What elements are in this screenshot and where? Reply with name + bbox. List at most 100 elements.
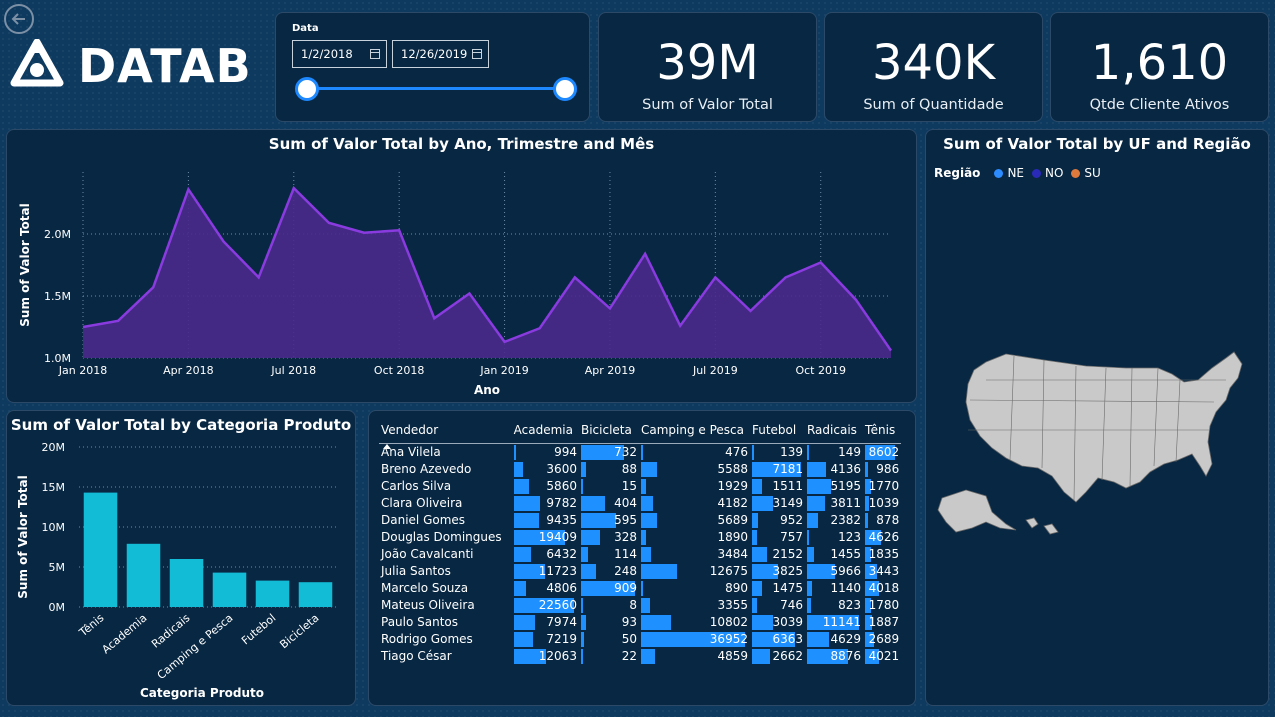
value-cell[interactable]: 952 [750, 512, 805, 529]
value-cell[interactable]: 139 [750, 444, 805, 461]
value-cell[interactable]: 22560 [512, 597, 579, 614]
value-cell[interactable]: 2152 [750, 546, 805, 563]
vendor-name-cell[interactable]: Marcelo Souza [381, 581, 469, 595]
value-cell[interactable]: 22 [579, 648, 639, 665]
value-cell[interactable]: 757 [750, 529, 805, 546]
date-range-start-handle[interactable] [295, 77, 319, 101]
bar[interactable] [255, 580, 290, 607]
data-point[interactable] [186, 187, 190, 191]
value-cell[interactable]: 1475 [750, 580, 805, 597]
value-cell[interactable]: 3825 [750, 563, 805, 580]
value-cell[interactable]: 93 [579, 614, 639, 631]
column-header[interactable]: Tênis [862, 419, 902, 444]
value-cell[interactable]: 1780 [863, 597, 901, 614]
value-cell[interactable]: 1455 [805, 546, 863, 563]
matrix-panel[interactable]: Vendedor Academia Bicicleta Camping e Pesca… [368, 410, 916, 706]
value-cell[interactable]: 909 [579, 580, 639, 597]
table-row[interactable]: Rodrigo Gomes 7219 50 36952 6363 4629 2689 [379, 631, 901, 648]
data-point[interactable] [608, 306, 612, 310]
value-cell[interactable]: 1887 [863, 614, 901, 631]
value-cell[interactable]: 5860 [512, 478, 579, 495]
table-row[interactable]: Julia Santos 11723 248 12675 3825 5966 3443 [379, 563, 901, 580]
series-line[interactable] [82, 185, 893, 352]
table-row[interactable]: Clara Oliveira 9782 404 4182 3149 3811 1039 [379, 495, 901, 512]
legend-item-su[interactable]: SU [1084, 166, 1101, 180]
value-cell[interactable]: 4021 [863, 648, 901, 665]
value-cell[interactable]: 3149 [750, 495, 805, 512]
value-cell[interactable]: 823 [805, 597, 863, 614]
value-cell[interactable]: 7181 [750, 461, 805, 478]
vendor-matrix[interactable]: Vendedor Academia Bicicleta Camping e Pesca… [379, 419, 902, 665]
bar[interactable] [126, 543, 161, 607]
bar[interactable] [298, 582, 333, 607]
data-point[interactable] [222, 239, 226, 243]
value-cell[interactable]: 4629 [805, 631, 863, 648]
back-button[interactable] [4, 4, 34, 34]
value-cell[interactable]: 50 [579, 631, 639, 648]
table-row[interactable]: Mateus Oliveira 22560 8 3355 746 823 1780 [379, 597, 901, 614]
value-cell[interactable]: 4859 [639, 648, 750, 665]
value-cell[interactable]: 3355 [639, 597, 750, 614]
data-point[interactable] [784, 275, 788, 279]
value-cell[interactable]: 878 [863, 512, 901, 529]
value-cell[interactable]: 404 [579, 495, 639, 512]
value-cell[interactable]: 2382 [805, 512, 863, 529]
vendor-name-cell[interactable]: Breno Azevedo [381, 462, 472, 476]
data-point[interactable] [151, 285, 155, 289]
data-point[interactable] [327, 221, 331, 225]
value-cell[interactable]: 4626 [863, 529, 901, 546]
value-cell[interactable]: 3443 [863, 563, 901, 580]
value-cell[interactable]: 123 [805, 529, 863, 546]
legend-item-ne[interactable]: NE [1007, 166, 1024, 180]
value-cell[interactable]: 248 [579, 563, 639, 580]
value-cell[interactable]: 88 [579, 461, 639, 478]
line-chart-panel[interactable]: Sum of Valor Total by Ano, Trimestre and… [6, 129, 917, 403]
value-cell[interactable]: 3039 [750, 614, 805, 631]
value-cell[interactable]: 12675 [639, 563, 750, 580]
data-point[interactable] [432, 316, 436, 320]
column-header[interactable]: Radicais [804, 419, 863, 444]
data-point[interactable] [116, 319, 120, 323]
bar[interactable] [83, 492, 118, 607]
bar[interactable] [169, 559, 204, 607]
value-cell[interactable]: 7219 [512, 631, 579, 648]
value-cell[interactable]: 11141 [805, 614, 863, 631]
vendor-name-cell[interactable]: Tiago César [381, 649, 452, 663]
value-cell[interactable]: 890 [639, 580, 750, 597]
value-cell[interactable]: 3811 [805, 495, 863, 512]
bar[interactable] [212, 572, 247, 607]
legend-item-no[interactable]: NO [1045, 166, 1064, 180]
table-row[interactable]: Douglas Domingues 19409 328 1890 757 123 4626 [379, 529, 901, 546]
data-point[interactable] [889, 349, 893, 353]
column-header[interactable]: Futebol [749, 419, 805, 444]
value-cell[interactable]: 9782 [512, 495, 579, 512]
table-row[interactable]: Breno Azevedo 3600 88 5588 7181 4136 986 [379, 461, 901, 478]
value-cell[interactable]: 7974 [512, 614, 579, 631]
value-cell[interactable]: 4182 [639, 495, 750, 512]
vendor-name-cell[interactable]: Paulo Santos [381, 615, 459, 629]
data-point[interactable] [573, 275, 577, 279]
value-cell[interactable]: 476 [639, 444, 750, 461]
table-row[interactable]: Paulo Santos 7974 93 10802 3039 11141 1887 [379, 614, 901, 631]
usa-map-alaska[interactable] [937, 489, 1017, 533]
map-panel[interactable]: Sum of Valor Total by UF and Região Regi… [925, 129, 1269, 706]
value-cell[interactable]: 12063 [512, 648, 579, 665]
data-point[interactable] [643, 252, 647, 256]
value-cell[interactable]: 11723 [512, 563, 579, 580]
data-point[interactable] [538, 326, 542, 330]
line-chart[interactable]: 1.0M 1.5M 2.0M Jan 2018 Apr 2018 Jul 2018 Oct … [7, 130, 916, 402]
sort-ascending-icon[interactable] [383, 444, 391, 449]
vendor-name-cell[interactable]: Carlos Silva [381, 479, 452, 493]
data-point[interactable] [81, 325, 85, 329]
table-row[interactable]: Carlos Silva 5860 15 1929 1511 5195 1770 [379, 478, 901, 495]
data-point[interactable] [819, 261, 823, 265]
value-cell[interactable]: 1835 [863, 546, 901, 563]
value-cell[interactable]: 36952 [639, 631, 750, 648]
end-date-input[interactable]: 12/26/2019 [392, 40, 489, 68]
column-header[interactable]: Academia [511, 419, 579, 444]
value-cell[interactable]: 328 [579, 529, 639, 546]
vendor-name-cell[interactable]: Ana Vilela [381, 445, 441, 460]
table-row[interactable]: Marcelo Souza 4806 909 890 1475 1140 4018 [379, 580, 901, 597]
value-cell[interactable]: 19409 [512, 529, 579, 546]
value-cell[interactable]: 3600 [512, 461, 579, 478]
